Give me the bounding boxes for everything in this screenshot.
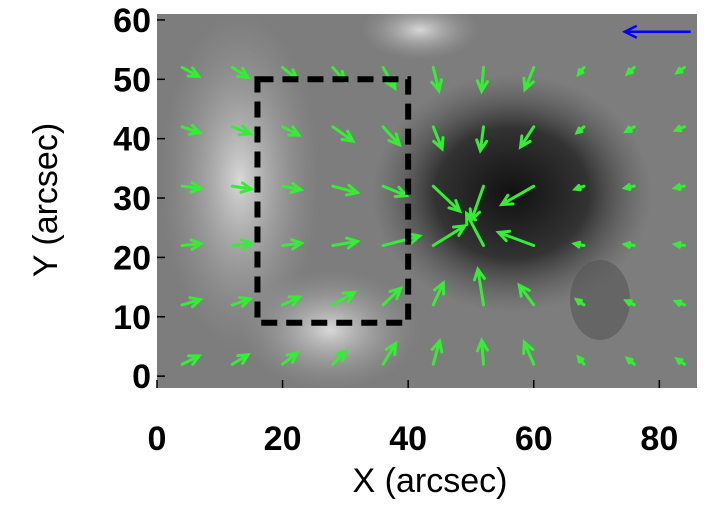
vector-arrow [381,285,404,307]
y-tick-label: 30 [113,180,151,218]
vector-arrow [230,296,254,308]
vector-arrow [621,241,636,249]
vector-arrow [674,65,686,75]
vector-arrow [498,184,536,207]
vector-arrow [381,184,410,199]
vector-arrow [381,125,402,148]
vector-arrow [180,354,203,366]
vector-arrow [230,238,255,251]
vector-arrow [624,356,636,366]
vector-arrow [571,240,586,249]
vector-arrow [331,348,348,366]
x-tick-label: 40 [389,420,427,458]
vector-arrow [180,181,205,194]
vector-arrow [281,181,305,194]
y-tick-label: 60 [113,2,151,40]
vector-arrow [671,241,686,249]
vector-arrow [331,236,361,250]
vector-arrow [623,299,636,307]
vector-arrow [624,65,636,77]
x-tick-label: 80 [640,420,678,458]
y-tick-label: 40 [113,121,151,159]
vector-arrow [671,183,686,191]
vector-arrow [381,232,423,248]
vector-arrow [180,296,204,309]
vector-arrow [331,183,361,197]
vector-arrow [281,350,300,366]
vector-arrow [674,356,686,366]
y-axis-title: Y (arcsec) [27,123,65,277]
vector-arrow [431,279,446,307]
reference-arrow [621,24,691,39]
vector-arrow [430,65,443,94]
x-tick-label: 60 [515,420,553,458]
x-axis-title: X (arcsec) [353,462,508,500]
vector-arrow [281,125,302,137]
vector-arrow [230,353,251,366]
image-background [157,14,697,388]
vector-arrow [180,65,202,78]
vector-arrow [573,297,586,307]
vector-arrow [574,125,586,135]
vector-arrow [230,65,251,80]
y-tick-label: 0 [132,358,151,396]
vector-arrow [623,125,636,134]
y-tick-label: 50 [113,61,151,99]
vector-arrow [331,125,356,143]
vector-arrow [576,354,586,366]
vector-arrow [472,265,486,307]
vector-arrow [522,65,536,93]
dashed-box [254,76,412,326]
vector-arrow [621,183,636,191]
vector-arrow [475,337,489,366]
vector-arrow [430,337,444,366]
vector-arrow [495,229,536,248]
vector-arrow [522,339,536,366]
y-tick-label: 10 [113,299,151,337]
vector-arrow [576,65,586,78]
vector-arrow [180,238,205,251]
plot-layer [180,24,691,366]
vector-arrow [381,340,398,366]
x-tick-label: 0 [148,420,167,458]
vector-arrow [230,181,255,194]
vector-arrow [431,224,468,248]
vector-arrow [518,125,536,150]
x-tick-label: 20 [264,420,302,458]
vector-arrow [281,295,303,307]
vector-arrow [672,299,686,307]
vector-arrow [517,282,536,307]
vector-arrow [672,124,686,133]
y-tick-label: 20 [113,239,151,277]
vector-arrow [572,183,586,192]
vector-arrow [468,184,486,224]
vector-arrow [431,184,463,214]
vector-arrow [475,125,489,154]
vector-arrow [180,123,203,136]
vector-arrow [331,290,358,307]
vector-arrow [475,65,489,95]
vector-arrow [281,238,305,251]
vector-arrow [431,125,445,152]
vector-arrow [230,124,254,137]
